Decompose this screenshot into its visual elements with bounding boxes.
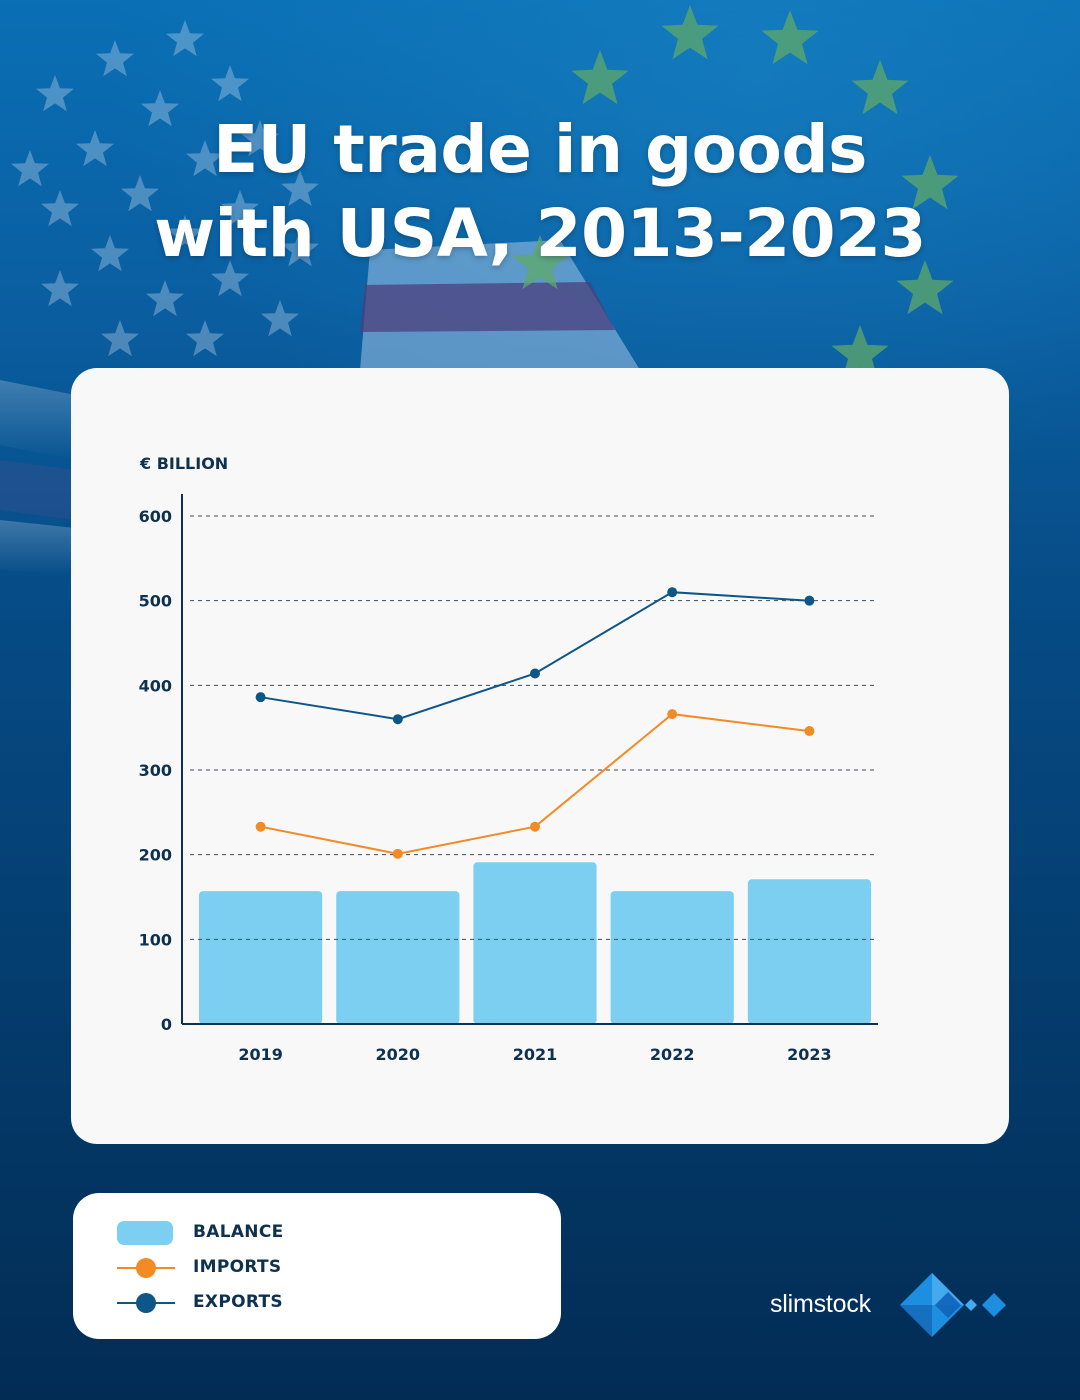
y-tick-label-500: 500	[139, 592, 172, 611]
y-tick-label-600: 600	[139, 507, 172, 526]
x-tick-label-2021: 2021	[513, 1045, 558, 1064]
y-tick-label-300: 300	[139, 761, 172, 780]
bar-balance-2022	[610, 891, 734, 1024]
point-imports-2022	[667, 709, 678, 720]
trade-chart: € BILLION 0 100 200 300 400 500 600 2019 2020 2021…	[139, 454, 878, 1064]
point-imports-2021	[530, 821, 540, 832]
page-title: EU trade in goods with USA, 2013-2023	[0, 108, 1080, 276]
line-imports	[260, 713, 810, 855]
y-tick-label-400: 400	[139, 676, 172, 695]
legend-item-imports: IMPORTS	[117, 1253, 417, 1283]
chart-legend: BALANCE IMPORTS EXPORTS	[73, 1193, 561, 1339]
y-tick-label-200: 200	[139, 846, 172, 865]
x-tick-label-2022: 2022	[650, 1045, 695, 1064]
legend-item-balance: BALANCE	[117, 1218, 417, 1248]
y-tick-label-100: 100	[139, 930, 172, 949]
legend-label-exports: EXPORTS	[193, 1292, 283, 1312]
brand-name: slimstock	[770, 1290, 871, 1318]
imports-swatch-dot	[136, 1258, 156, 1278]
point-exports-2021	[530, 668, 540, 679]
line-exports	[260, 591, 810, 721]
diamond-logo-icon	[900, 1273, 1006, 1337]
exports-swatch-dot	[136, 1293, 156, 1313]
bar-balance-2019	[199, 891, 323, 1024]
title-line-1: EU trade in goods	[213, 111, 867, 188]
legend-item-exports: EXPORTS	[117, 1288, 417, 1318]
chart-card: € BILLION 0 100 200 300 400 500 600 2019 2020 2021…	[71, 368, 1009, 1144]
point-exports-2022	[667, 587, 678, 598]
point-exports-2023	[804, 595, 815, 606]
balance-swatch	[117, 1221, 173, 1245]
bar-balance-2023	[747, 879, 871, 1024]
x-tick-label-2019: 2019	[238, 1045, 283, 1064]
title-line-2: with USA, 2013-2023	[154, 195, 926, 272]
point-imports-2019	[255, 821, 266, 832]
x-tick-label-2023: 2023	[787, 1045, 832, 1064]
legend-label-imports: IMPORTS	[193, 1257, 282, 1277]
y-tick-label-0: 0	[161, 1015, 172, 1034]
bar-balance-2020	[336, 891, 460, 1024]
point-imports-2023	[804, 726, 815, 737]
bar-balance-2021	[473, 862, 597, 1024]
x-tick-label-2020: 2020	[376, 1045, 421, 1064]
y-axis-label: € BILLION	[139, 454, 228, 473]
legend-label-balance: BALANCE	[193, 1222, 284, 1242]
point-exports-2019	[255, 692, 266, 703]
point-imports-2020	[392, 848, 403, 859]
point-exports-2020	[392, 714, 403, 725]
